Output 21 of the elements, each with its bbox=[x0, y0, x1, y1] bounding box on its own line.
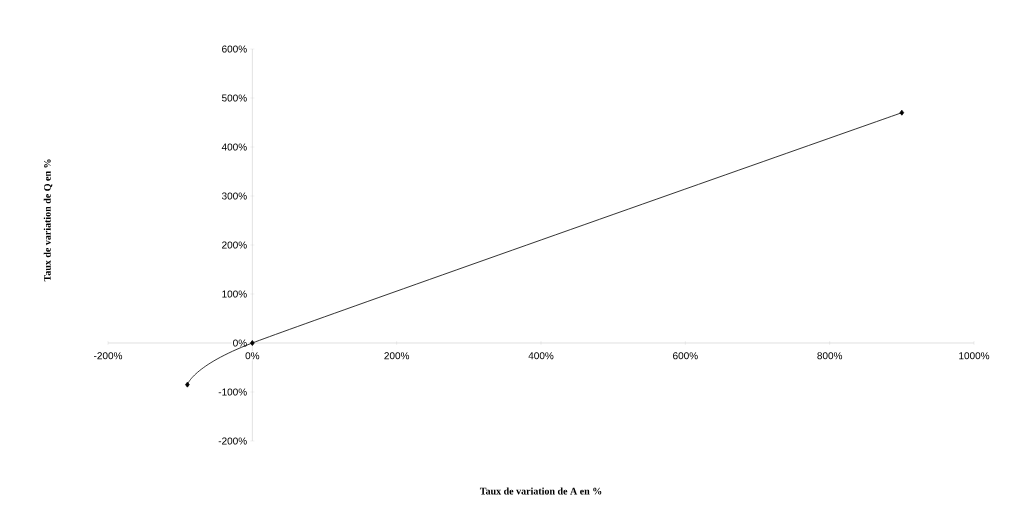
y-tick-label: 100% bbox=[222, 290, 247, 298]
y-tick-label: 200% bbox=[222, 241, 247, 249]
y-tick-label: 500% bbox=[221, 94, 247, 102]
x-tick-label: 800% bbox=[817, 352, 843, 360]
y-tick-label: 400% bbox=[221, 143, 247, 151]
y-tick-label: 600% bbox=[222, 45, 247, 53]
x-tick-label: 200% bbox=[384, 352, 410, 360]
x-tick-label: 400% bbox=[528, 352, 554, 360]
point bbox=[185, 381, 190, 388]
y-tick-label: 300% bbox=[221, 192, 247, 200]
x-axis-title: Taux de variation de A en % bbox=[479, 487, 602, 495]
y-tick-label: -200% bbox=[218, 437, 247, 445]
y-axis-title: Taux de variation de Q en % bbox=[43, 159, 53, 282]
point bbox=[899, 109, 905, 116]
point bbox=[250, 340, 255, 346]
x-tick-label: 1000% bbox=[959, 352, 990, 360]
x-tick-label: -200% bbox=[94, 352, 123, 360]
y-tick-label: 0% bbox=[233, 339, 247, 347]
x-tick-label: 0% bbox=[245, 352, 260, 360]
y-tick-label: -100% bbox=[218, 388, 247, 396]
x-tick-label: 600% bbox=[673, 352, 698, 360]
